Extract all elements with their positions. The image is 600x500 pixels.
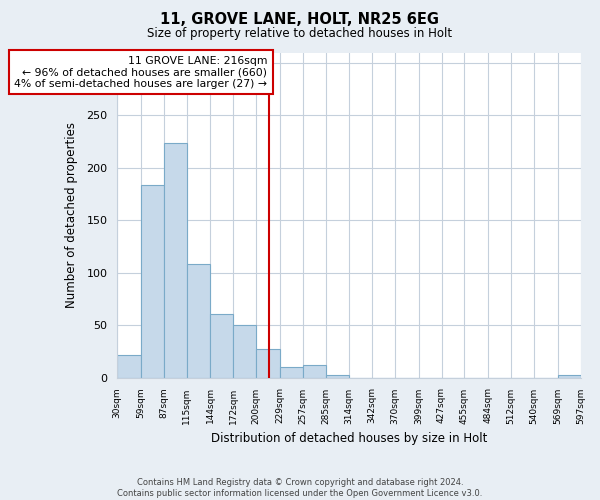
- Bar: [233, 325, 256, 378]
- Bar: [326, 376, 349, 378]
- Bar: [557, 376, 581, 378]
- Bar: [302, 365, 326, 378]
- Bar: [256, 350, 280, 378]
- X-axis label: Distribution of detached houses by size in Holt: Distribution of detached houses by size …: [211, 432, 487, 445]
- Text: Contains HM Land Registry data © Crown copyright and database right 2024.
Contai: Contains HM Land Registry data © Crown c…: [118, 478, 482, 498]
- Text: 11, GROVE LANE, HOLT, NR25 6EG: 11, GROVE LANE, HOLT, NR25 6EG: [161, 12, 439, 28]
- Bar: [141, 184, 164, 378]
- Bar: [187, 264, 210, 378]
- Bar: [164, 142, 187, 378]
- Bar: [280, 367, 302, 378]
- Y-axis label: Number of detached properties: Number of detached properties: [65, 122, 78, 308]
- Bar: [117, 354, 141, 378]
- Text: Size of property relative to detached houses in Holt: Size of property relative to detached ho…: [148, 28, 452, 40]
- Text: 11 GROVE LANE: 216sqm
← 96% of detached houses are smaller (660)
4% of semi-deta: 11 GROVE LANE: 216sqm ← 96% of detached …: [14, 56, 268, 89]
- Bar: [210, 314, 233, 378]
